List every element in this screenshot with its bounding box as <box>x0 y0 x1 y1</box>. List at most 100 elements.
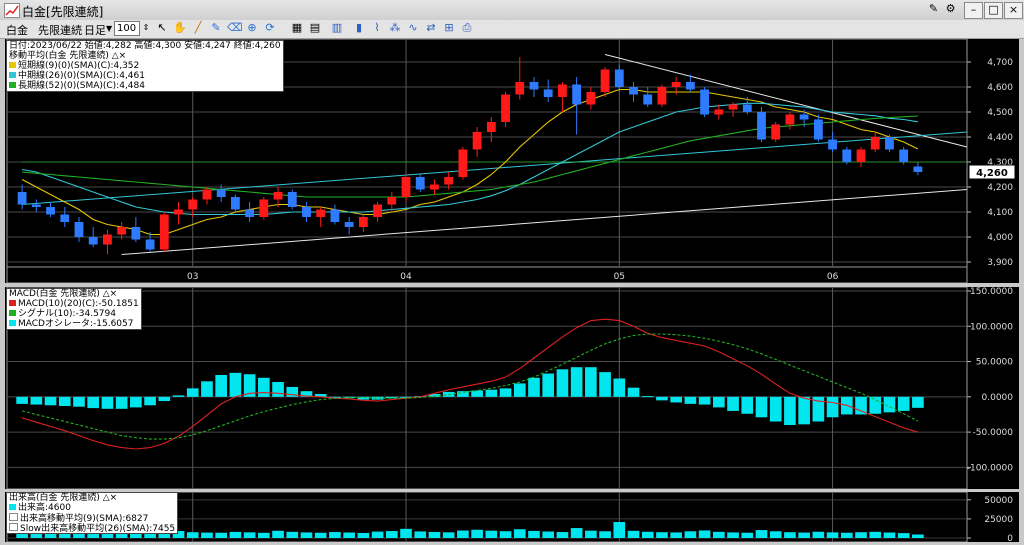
candle-body <box>543 89 553 97</box>
candle-body <box>629 87 638 95</box>
close-legend-icon[interactable]: △× <box>111 51 127 61</box>
period-dropdown-icon[interactable]: ▼ <box>106 24 113 33</box>
candle-body <box>771 124 781 140</box>
ma-legend-long: 長期線(52)(0)(SMA)(C):4,484 <box>9 81 281 91</box>
bar-count-stepper-icon[interactable]: ⇕ <box>142 23 150 32</box>
oscillator-bar <box>613 378 626 397</box>
volume-bar <box>727 532 739 538</box>
oscillator-bar <box>16 396 28 404</box>
volume-bar <box>87 532 100 538</box>
candle-body <box>31 204 41 207</box>
candle-body <box>899 149 909 162</box>
oscillator-bar <box>243 374 256 397</box>
eraser-tool-icon[interactable]: ⌫ <box>227 21 243 34</box>
candle-body <box>202 189 212 200</box>
oscillator-bar <box>627 387 640 397</box>
candle-body <box>302 207 311 217</box>
oscillator-bar <box>485 389 498 397</box>
indicator-icon[interactable]: ∿ <box>408 21 418 34</box>
volume-bar <box>471 529 483 538</box>
candle-body <box>344 222 354 227</box>
zoom-in-icon[interactable]: ⊕ <box>247 21 257 34</box>
line-chart-icon[interactable]: ⌇ <box>374 21 380 34</box>
oscillator-bar <box>769 396 782 422</box>
close-button[interactable]: × <box>1004 2 1023 19</box>
commodity-selector[interactable]: 白金 <box>6 24 28 37</box>
oscillator-bar <box>869 396 882 414</box>
oscillator-bar <box>897 396 910 411</box>
oscillator-bar <box>400 396 412 398</box>
contract-selector[interactable]: 先限連続 <box>38 24 82 37</box>
oscillator-bar <box>741 396 754 414</box>
volume-bar <box>684 531 697 538</box>
window-title: 白金[先限連続] <box>22 5 104 19</box>
layout-icon[interactable]: ⊞ <box>444 21 454 34</box>
x-tick-label: 04 <box>400 272 412 282</box>
y-tick-label: 4,600 <box>987 83 1013 93</box>
price-chart-pane[interactable]: 4,700 4,600 4,500 4,400 4,300 4,200 4,100 4,000… <box>5 38 1019 284</box>
compare-icon[interactable]: ⇄ <box>426 21 436 34</box>
draw-tool-icon[interactable]: ✎ <box>211 21 221 34</box>
volume-chart-pane[interactable]: 50000 25000 0 出来高(白金 先限連続) △× 出来高:4600 出来高… <box>5 491 1019 544</box>
oscillator-bar <box>670 396 683 403</box>
trendline-resistance <box>604 54 968 148</box>
cursor-tool-icon[interactable]: ↖ <box>157 21 167 34</box>
macd-chart[interactable]: 150.0000 100.0000 50.0000 0.0000 -50.0000 -10… <box>5 286 1019 490</box>
oscillator-bar <box>471 390 483 397</box>
minimize-button[interactable]: – <box>964 2 983 19</box>
volume-bar <box>883 532 896 538</box>
bar-count-input[interactable]: 100 <box>114 21 140 36</box>
volume-bar <box>115 531 128 538</box>
candle-chart-icon[interactable]: ▮ <box>355 21 363 34</box>
volume-bar <box>840 532 853 538</box>
period-selector[interactable]: 日足 <box>84 24 106 37</box>
oscillator-bar <box>570 367 583 397</box>
candle-body <box>828 139 837 150</box>
grid-view-icon[interactable]: ▦ <box>291 21 303 34</box>
maximize-button[interactable]: □ <box>984 2 1003 19</box>
pen-icon[interactable]: ✎ <box>928 2 939 15</box>
hand-tool-icon[interactable]: ✋ <box>173 21 187 34</box>
candle-body <box>856 149 866 162</box>
volume-bar <box>229 531 242 538</box>
oscillator-bar <box>201 381 213 397</box>
volume-bar <box>542 531 555 538</box>
point-figure-icon[interactable]: ⁂ <box>389 21 401 34</box>
candle-body <box>614 69 624 87</box>
candle-body <box>799 114 809 120</box>
bar-chart-icon[interactable]: ▥ <box>331 21 343 34</box>
volume-legend-title: 出来高(白金 先限連続) △× <box>9 493 118 503</box>
volume-chart[interactable]: 50000 25000 0 <box>5 491 1019 544</box>
y-tick-label: 50000 <box>984 496 1013 506</box>
table-view-icon[interactable]: ▤ <box>309 21 321 34</box>
chart-app-icon <box>4 3 20 18</box>
y-tick-label: 0.0000 <box>982 393 1014 403</box>
price-chart[interactable]: 4,700 4,600 4,500 4,400 4,300 4,200 4,100 4,000… <box>5 38 1019 284</box>
oscillator-bar <box>457 391 469 397</box>
oscillator-bar <box>684 396 697 404</box>
chart-toolbar: 白金 先限連続 日足 ▼ 100 ⇕ ↖ ✋ ╱ ✎ ⌫ ⊕ ⟳ ▦ ▤ ▥ ▮… <box>0 20 1024 39</box>
volume-bar <box>798 532 810 538</box>
trendline-tool-icon[interactable]: ╱ <box>194 21 202 34</box>
close-legend-icon[interactable]: △× <box>102 493 118 503</box>
volume-bar <box>30 533 43 538</box>
close-legend-icon[interactable]: △× <box>102 289 118 299</box>
volume-bar <box>357 532 370 538</box>
refresh-icon[interactable]: ⟳ <box>265 21 275 34</box>
candle-body <box>558 84 567 97</box>
candle-body <box>785 114 795 125</box>
volume-bar <box>855 532 867 538</box>
ma-legend-mid: 中期線(26)(0)(SMA)(C):4,461 <box>9 71 281 81</box>
candle-body <box>472 132 482 150</box>
y-tick-label: 4,700 <box>987 58 1013 68</box>
window-title-bar: 白金[先限連続] ✎ ⚙ – □ × <box>0 0 1024 21</box>
volume-legend-volume: 出来高:4600 <box>9 503 175 513</box>
macd-chart-pane[interactable]: 150.0000 100.0000 50.0000 0.0000 -50.0000 -10… <box>5 286 1019 490</box>
macd-legend-oscillator: MACDオシレータ:-15.6057 <box>9 319 139 329</box>
candle-body <box>401 177 411 197</box>
volume-bar <box>627 530 640 538</box>
oscillator-bar <box>499 388 512 397</box>
print-icon[interactable]: ⎙ <box>462 21 472 34</box>
settings-icon[interactable]: ⚙ <box>945 2 956 15</box>
volume-bar <box>570 528 583 538</box>
